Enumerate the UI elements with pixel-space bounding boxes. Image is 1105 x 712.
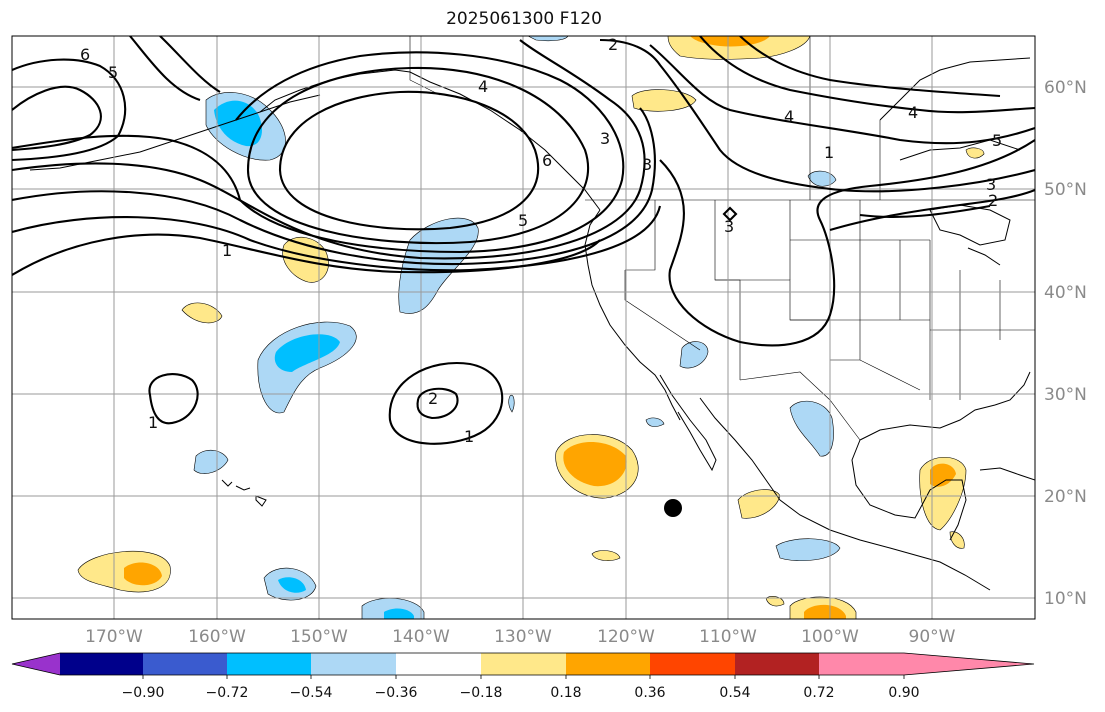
lon-label: 90°W — [909, 627, 956, 647]
lon-label: 110°W — [699, 627, 757, 647]
location-marker — [664, 499, 682, 517]
colorbar-segment — [735, 653, 820, 675]
contour-label: 3 — [724, 217, 734, 236]
contour-label: 1 — [824, 143, 834, 162]
contour-label: 4 — [908, 103, 918, 122]
longitude-labels: 170°W 160°W 150°W 140°W 130°W 120°W 110°… — [85, 627, 956, 647]
contour-label: 3 — [986, 175, 996, 194]
lon-label: 150°W — [290, 627, 348, 647]
contour-label: 1 — [464, 427, 474, 446]
colorbar-tick-label: −0.36 — [375, 685, 418, 701]
contour-label: 1 — [148, 413, 158, 432]
colorbar-tick-label: 0.36 — [634, 685, 665, 701]
contour-label: 3 — [600, 129, 610, 148]
coastlines — [29, 57, 1035, 591]
lon-label: 160°W — [188, 627, 246, 647]
lat-label: 50°N — [1044, 180, 1087, 200]
negative-anomaly-region — [807, 170, 837, 187]
contour-label: 4 — [784, 107, 794, 126]
strong-negative-anomaly-region — [274, 334, 340, 372]
colorbar-tick-label: −0.72 — [206, 685, 249, 701]
strong-positive-anomaly-region — [563, 441, 627, 487]
lat-label: 60°N — [1044, 78, 1087, 98]
colorbar-segment — [566, 653, 651, 675]
contour-label: 2 — [988, 191, 998, 210]
height-contours — [12, 36, 1035, 445]
lat-label: 10°N — [1044, 589, 1087, 609]
colorbar-segment — [481, 653, 567, 675]
political-borders — [409, 36, 1035, 441]
contour-label: 5 — [518, 211, 528, 230]
strong-negative-anomaly-region — [278, 577, 306, 593]
colorbar-tick-label: 0.18 — [550, 685, 581, 701]
positive-anomaly-region — [631, 89, 697, 112]
positive-anomaly-region — [181, 302, 223, 324]
contour-label: 2 — [428, 389, 438, 408]
lon-label: 100°W — [801, 627, 859, 647]
lat-label: 30°N — [1044, 385, 1087, 405]
strong-negative-anomaly-region — [384, 608, 414, 619]
contour-label: 5 — [992, 131, 1002, 150]
strong-positive-anomaly-region — [930, 463, 956, 487]
lon-label: 140°W — [392, 627, 450, 647]
contour-label: 4 — [478, 77, 488, 96]
lat-label: 20°N — [1044, 487, 1087, 507]
latitude-labels: 60°N 50°N 40°N 30°N 20°N 10°N — [1044, 78, 1087, 609]
positive-anomaly-region — [965, 147, 985, 159]
positive-anomaly-region — [949, 531, 965, 549]
colorbar-extend-right — [904, 653, 1034, 675]
colorbar: −0.90 −0.72 −0.54 −0.36 −0.18 0.18 0.36 … — [11, 652, 1035, 701]
negative-anomaly-region — [775, 538, 841, 562]
colorbar-segment — [143, 653, 228, 675]
colorbar-tick-label: −0.90 — [122, 685, 165, 701]
contour-label: 6 — [542, 151, 552, 170]
negative-anomaly-region — [789, 400, 834, 457]
strong-positive-anomaly-region — [124, 562, 162, 586]
colorbar-segment — [227, 653, 312, 675]
contour-label: 2 — [608, 35, 618, 54]
negative-anomaly-region — [679, 341, 709, 369]
lon-label: 130°W — [494, 627, 552, 647]
lon-label: 120°W — [597, 627, 655, 647]
colorbar-segment — [60, 653, 144, 675]
colorbar-segment — [311, 653, 397, 675]
colorbar-tick-label: 0.54 — [719, 685, 750, 701]
colorbar-segment — [819, 653, 905, 675]
lat-label: 40°N — [1044, 283, 1087, 303]
negative-anomaly-region — [508, 394, 515, 413]
negative-anomaly-region — [193, 449, 229, 474]
contour-label: 1 — [222, 241, 232, 260]
colorbar-segment — [396, 653, 482, 675]
graticule — [12, 36, 1035, 619]
colorbar-segment — [650, 653, 736, 675]
negative-anomaly-region — [645, 417, 665, 427]
lon-label: 170°W — [85, 627, 143, 647]
contour-label: 3 — [642, 155, 652, 174]
colorbar-tick-label: 0.90 — [888, 685, 919, 701]
colorbar-tick-label: −0.18 — [460, 685, 503, 701]
contour-label: 5 — [108, 63, 118, 82]
positive-anomaly-region — [591, 550, 621, 561]
map-frame — [11, 35, 1036, 620]
strong-positive-anomaly-region — [804, 605, 846, 619]
strong-negative-anomaly-region — [214, 100, 262, 147]
positive-anomaly-region — [765, 596, 785, 607]
colorbar-tick-label: −0.54 — [290, 685, 333, 701]
contour-label: 6 — [80, 45, 90, 64]
map-title: 2025061300 F120 — [446, 9, 602, 29]
colorbar-extend-left — [12, 653, 60, 675]
colorbar-tick-label: 0.72 — [803, 685, 834, 701]
contour-labels: 6 5 2 4 3 6 5 3 2 4 3 5 1 1 2 1 1 3 4 — [80, 35, 1002, 446]
